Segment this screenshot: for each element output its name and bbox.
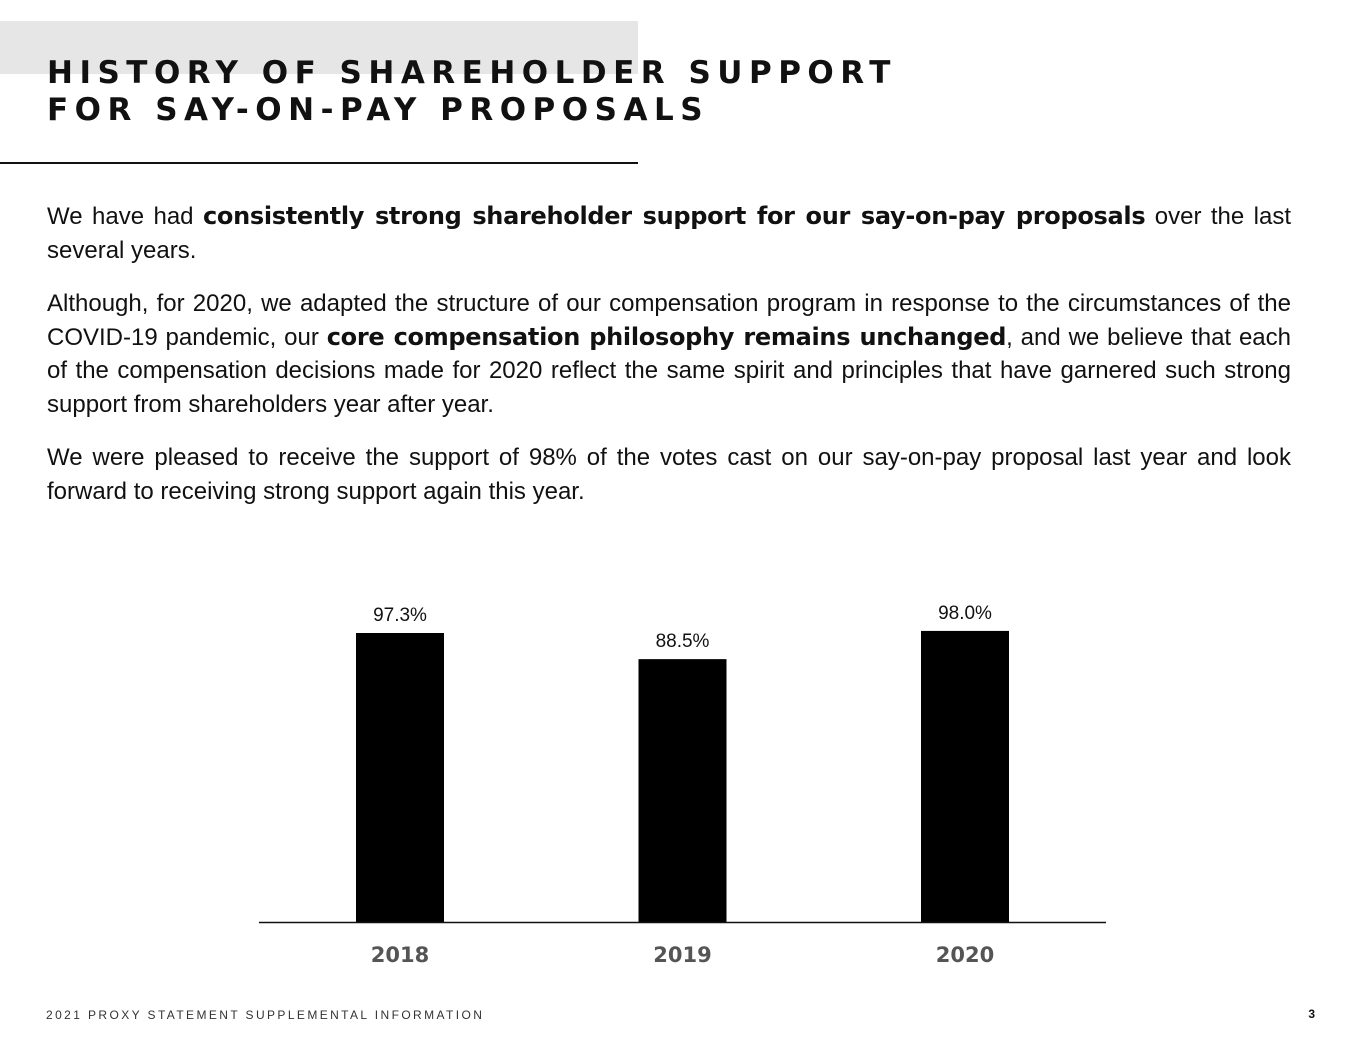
data-label-2020: 98.0%: [938, 603, 992, 624]
category-label-2018: 2018: [371, 943, 429, 967]
title-background-band: [0, 21, 638, 74]
paragraph-2-text-end: , and we believe that each of the compen…: [47, 323, 1291, 418]
paragraph-3: We were pleased to receive the support o…: [47, 444, 1291, 505]
page-title-line-2: FOR SAY-ON-PAY PROPOSALS: [47, 92, 710, 128]
bar-2019: [638, 659, 727, 922]
page-number: 3: [1308, 1007, 1315, 1021]
body-text: We have had consistently strong sharehol…: [47, 200, 1291, 528]
page-title: HISTORY OF SHAREHOLDER SUPPORT FOR SAY-O…: [47, 55, 897, 129]
paragraph-2-text-start: Although, for 2020, we adapted the struc…: [47, 290, 1291, 351]
category-label-2020: 2020: [936, 943, 994, 967]
paragraph-1-text-start: We have had: [47, 203, 203, 230]
bar-2018: [356, 633, 444, 922]
data-label-2019: 88.5%: [656, 631, 710, 652]
paragraph-1-emphasis: consistently strong shareholder support …: [202, 202, 1146, 230]
paragraph-1: We have had consistently strong sharehol…: [47, 200, 1291, 267]
title-divider: [0, 162, 638, 164]
paragraph-1-text-end: over the last several years.: [47, 203, 1292, 264]
category-label-2019: 2019: [653, 943, 711, 967]
say-on-pay-bar-chart: 97.3% 2018 88.5% 2019 98.0% 2020: [259, 603, 1106, 967]
footer-document-title: 2021 PROXY STATEMENT SUPPLEMENTAL INFORM…: [46, 1008, 485, 1022]
page-title-line-1: HISTORY OF SHAREHOLDER SUPPORT: [47, 55, 897, 91]
paragraph-2-emphasis: core compensation philosophy remains unc…: [326, 322, 1007, 351]
data-label-2018: 97.3%: [373, 605, 427, 626]
bar-2020: [921, 630, 1009, 922]
paragraph-2: Although, for 2020, we adapted the struc…: [47, 287, 1291, 421]
